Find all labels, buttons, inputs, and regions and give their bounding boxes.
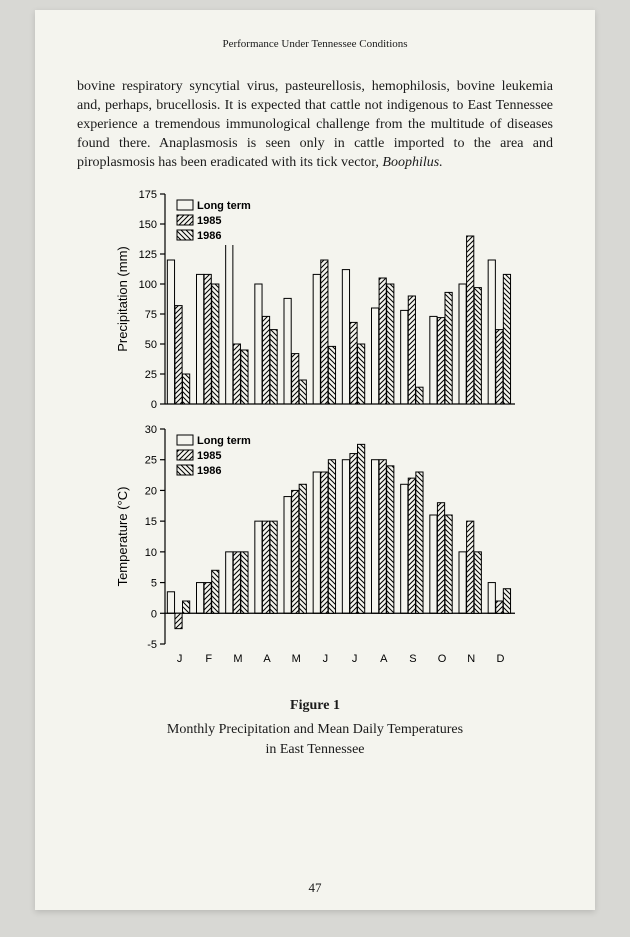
svg-text:0: 0 [151, 399, 157, 411]
page: Performance Under Tennessee Conditions b… [35, 10, 595, 910]
svg-text:150: 150 [139, 219, 157, 231]
svg-text:J: J [177, 653, 183, 665]
page-number: 47 [35, 880, 595, 896]
figure-label: Figure 1 [77, 698, 553, 714]
svg-text:F: F [205, 653, 212, 665]
svg-text:1986: 1986 [197, 465, 221, 477]
svg-text:30: 30 [145, 424, 157, 436]
svg-text:J: J [352, 653, 358, 665]
svg-text:10: 10 [145, 547, 157, 559]
svg-text:25: 25 [145, 369, 157, 381]
svg-text:1985: 1985 [197, 450, 221, 462]
svg-text:M: M [292, 653, 301, 665]
svg-text:125: 125 [139, 249, 157, 261]
svg-text:15: 15 [145, 517, 157, 529]
svg-text:Precipitation (mm): Precipitation (mm) [115, 247, 130, 352]
svg-text:M: M [233, 653, 242, 665]
svg-text:N: N [467, 653, 475, 665]
body-paragraph: bovine respiratory syncytial virus, past… [77, 78, 553, 172]
svg-text:D: D [496, 653, 504, 665]
figure-caption: Figure 1 Monthly Precipitation and Mean … [77, 698, 553, 758]
svg-text:25: 25 [145, 455, 157, 467]
running-head: Performance Under Tennessee Conditions [77, 38, 553, 50]
figure-title-line2: in East Tennessee [265, 742, 364, 757]
svg-text:1986: 1986 [197, 230, 221, 242]
svg-text:75: 75 [145, 309, 157, 321]
svg-text:Temperature (°C): Temperature (°C) [115, 487, 130, 587]
svg-text:Long term: Long term [197, 435, 251, 447]
charts-svg: 0255075100125150175Precipitation (mm)Lon… [95, 184, 535, 684]
figure-title: Monthly Precipitation and Mean Daily Tem… [167, 722, 463, 756]
svg-text:5: 5 [151, 578, 157, 590]
svg-text:A: A [380, 653, 388, 665]
svg-text:S: S [409, 653, 416, 665]
paragraph-italic: Boophilus. [382, 155, 442, 170]
svg-text:-5: -5 [147, 639, 157, 651]
figure-area: 0255075100125150175Precipitation (mm)Lon… [77, 184, 553, 758]
svg-text:A: A [263, 653, 271, 665]
svg-text:100: 100 [139, 279, 157, 291]
svg-text:O: O [438, 653, 447, 665]
svg-text:50: 50 [145, 339, 157, 351]
svg-text:Long term: Long term [197, 200, 251, 212]
svg-text:175: 175 [139, 189, 157, 201]
svg-text:20: 20 [145, 486, 157, 498]
svg-text:0: 0 [151, 609, 157, 621]
svg-text:J: J [323, 653, 329, 665]
paragraph-text: bovine respiratory syncytial virus, past… [77, 79, 553, 170]
svg-text:1985: 1985 [197, 215, 221, 227]
figure-title-line1: Monthly Precipitation and Mean Daily Tem… [167, 722, 463, 737]
